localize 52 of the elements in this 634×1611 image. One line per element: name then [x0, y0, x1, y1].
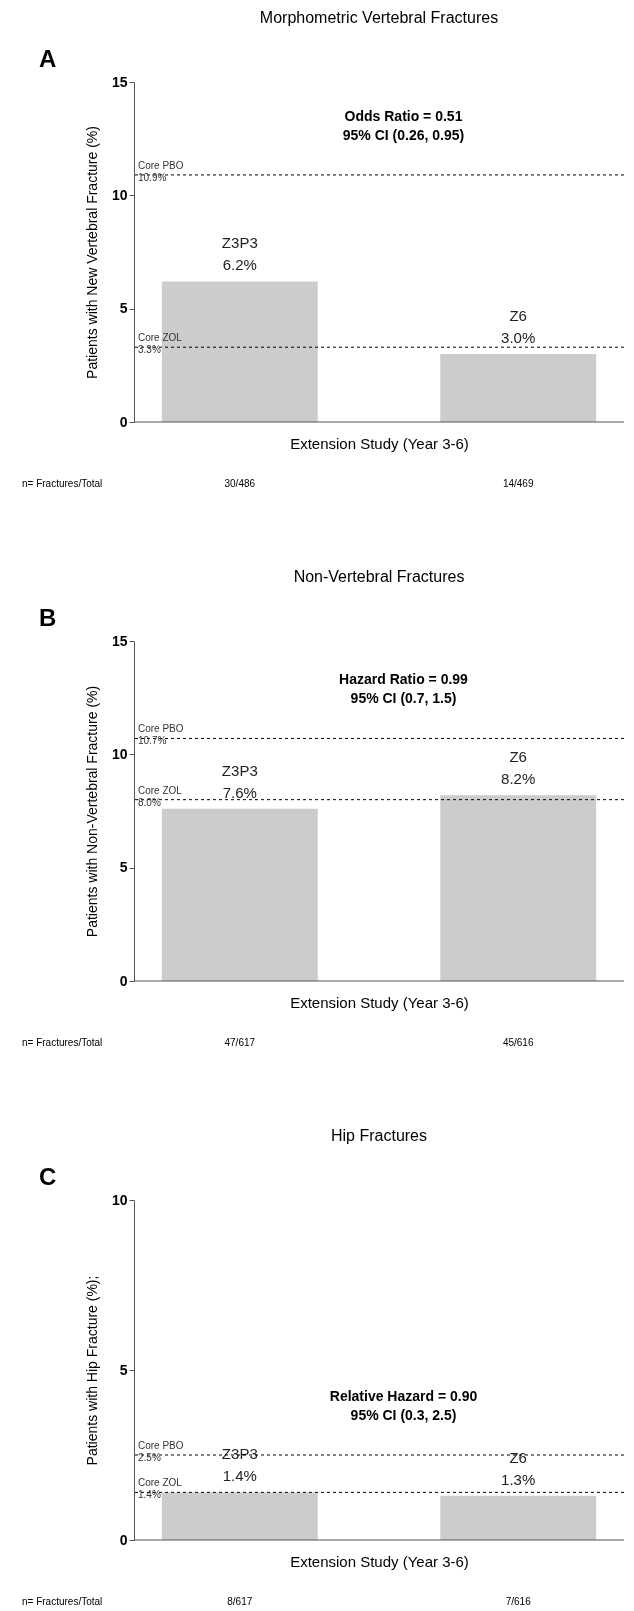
y-tick-label: 15: [111, 73, 128, 90]
data-label: 1.3%: [501, 1470, 536, 1488]
x-axis-title: Extension Study (Year 3-6): [290, 434, 469, 452]
text: 14/469: [502, 478, 534, 489]
y-tick-label: 0: [119, 413, 128, 430]
y-tick-label: 10: [111, 1191, 128, 1208]
annotation: Relative Hazard = 0.90: [329, 1388, 478, 1404]
annotation: Hazard Ratio = 0.99: [339, 671, 469, 688]
y-axis-title: Patients with Non-Vertebral Fracture (%): [83, 685, 100, 938]
text: 45/616: [502, 1037, 534, 1048]
ref-line-label: Core ZOL 1.4%: [138, 1477, 183, 1501]
text: C: [39, 1163, 57, 1190]
text: B: [39, 604, 57, 631]
text: 8/617: [227, 1596, 253, 1607]
data-label: 7.6%: [222, 783, 257, 801]
text: 7/616: [505, 1596, 532, 1607]
annotation: 95% CI (0.26, 0.95): [342, 126, 465, 143]
annotation: 95% CI (0.7, 1.5): [350, 690, 457, 707]
annotation: 95% CI (0.3, 2.5): [350, 1407, 457, 1423]
data-label: 8.2%: [501, 770, 536, 788]
ref-line-label: Core PBO 10.9%: [138, 159, 184, 183]
chart-title: Hip Fractures: [330, 1127, 428, 1144]
text: n= Fractures/Total: [22, 478, 103, 489]
data-label: 3.0%: [501, 329, 536, 346]
ref-line-label: Core ZOL 8.0%: [138, 784, 183, 808]
annotation: Odds Ratio = 0.51: [344, 107, 463, 124]
y-tick-label: 5: [119, 300, 128, 317]
y-axis-title: Patients with New Vertebral Fracture (%): [83, 126, 100, 379]
y-tick-label: 5: [119, 859, 128, 876]
text: A: [39, 45, 57, 72]
x-axis-title: Extension Study (Year 3-6): [290, 993, 469, 1011]
y-tick-label: 10: [111, 745, 128, 762]
y-tick-label: 0: [119, 1531, 128, 1548]
x-axis-title: Extension Study (Year 3-6): [290, 1552, 469, 1570]
text: 30/486: [224, 478, 256, 489]
data-label: 6.2%: [222, 256, 257, 274]
category-label: Z3P3: [221, 1445, 258, 1463]
y-tick-label: 15: [111, 632, 128, 649]
y-axis-title: Patients with Hip Fracture (%);: [83, 1275, 100, 1466]
text: 47/617: [224, 1037, 256, 1048]
chart-title: Non-Vertebral Fractures: [293, 568, 465, 585]
ref-line-label: Core PBO 10.7%: [138, 723, 184, 747]
category-label: Z6: [509, 1448, 527, 1466]
y-tick-label: 0: [119, 972, 128, 989]
y-tick-label: 5: [119, 1361, 128, 1378]
data-label: 1.4%: [222, 1467, 257, 1485]
chart-title: Morphometric Vertebral Fractures: [259, 9, 499, 26]
ref-line-label: Core ZOL 3.3%: [138, 332, 183, 356]
text: n= Fractures/Total: [22, 1037, 103, 1048]
ref-line-label: Core PBO 2.5%: [138, 1440, 184, 1463]
text: n= Fractures/Total: [22, 1596, 103, 1607]
y-tick-label: 10: [111, 186, 128, 203]
